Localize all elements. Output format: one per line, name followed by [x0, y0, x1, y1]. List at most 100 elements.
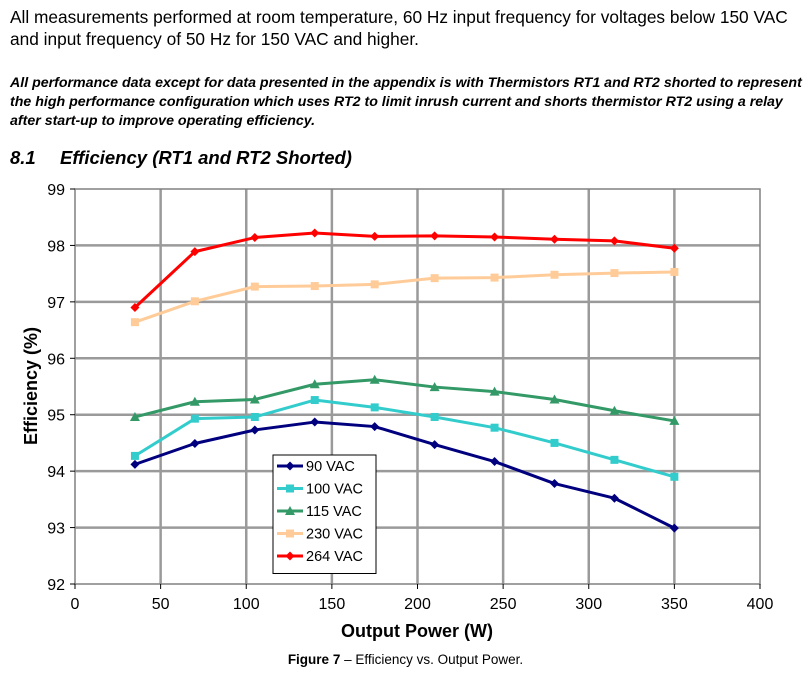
- data-point-90-vac: [370, 422, 380, 432]
- data-point-264-vac: [430, 231, 440, 241]
- legend-label: 115 VAC: [306, 504, 362, 520]
- y-tick-label: 96: [47, 351, 65, 368]
- series-group: [129, 228, 680, 533]
- y-tick-label: 97: [47, 295, 65, 312]
- data-point-90-vac: [430, 440, 440, 450]
- data-point-264-vac: [250, 233, 260, 243]
- data-point-90-vac: [130, 459, 140, 469]
- data-point-90-vac: [490, 457, 500, 467]
- data-point-115-vac: [309, 379, 320, 389]
- legend-entry-115-vac: 115 VAC: [277, 504, 362, 520]
- series-line-230-vac: [134, 270, 675, 324]
- legend-marker: [285, 461, 295, 471]
- data-point-230-vac: [310, 282, 319, 291]
- data-point-230-vac: [370, 280, 379, 289]
- tick-labels: 92 93 94 95 96 97 98 99 0 50 100 150 200 250 300 350 400: [47, 182, 773, 613]
- data-point-115-vac: [609, 405, 620, 415]
- data-point-230-vac: [190, 297, 199, 306]
- data-point-90-vac: [190, 438, 200, 448]
- data-point-230-vac: [430, 274, 439, 283]
- x-axis-label: Output Power (W): [341, 621, 493, 641]
- data-point-100-vac: [310, 396, 319, 405]
- legend-label: 230 VAC: [306, 527, 363, 543]
- series-90-vac: [130, 417, 679, 533]
- caption-text: – Efficiency vs. Output Power.: [340, 652, 524, 667]
- legend-label: 90 VAC: [306, 459, 355, 475]
- data-point-264-vac: [190, 247, 200, 257]
- data-point-100-vac: [190, 414, 199, 423]
- data-point-90-vac: [609, 493, 619, 503]
- legend-entry-230-vac: 230 VAC: [277, 527, 363, 543]
- legend-marker: [286, 484, 294, 493]
- data-point-115-vac: [549, 394, 560, 404]
- legend-marker: [285, 551, 295, 561]
- data-point-264-vac: [370, 231, 380, 241]
- data-point-90-vac: [310, 417, 320, 427]
- data-point-115-vac: [669, 415, 680, 425]
- data-point-100-vac: [370, 403, 379, 412]
- data-point-115-vac: [189, 396, 200, 406]
- data-point-100-vac: [490, 423, 499, 432]
- caption-label: Figure 7: [287, 652, 341, 667]
- section-number: 8.1: [10, 147, 36, 168]
- data-point-100-vac: [550, 438, 559, 447]
- data-point-100-vac: [250, 412, 259, 421]
- legend-label: 100 VAC: [306, 482, 363, 498]
- legend: 90 VAC 100 VAC 115 VAC 230 VAC 264 VAC: [272, 454, 377, 574]
- y-axis-label: Efficiency (%): [21, 327, 41, 445]
- series-264-vac: [130, 228, 679, 312]
- series-line-100-vac: [134, 398, 675, 479]
- legend-entry-100-vac: 100 VAC: [277, 482, 363, 498]
- y-tick-label: 94: [47, 464, 65, 481]
- y-tick-label: 98: [47, 238, 65, 255]
- legend-entry-264-vac: 264 VAC: [277, 549, 363, 565]
- data-point-264-vac: [490, 232, 500, 242]
- section-title: Efficiency (RT1 and RT2 Shorted): [60, 147, 352, 168]
- data-point-264-vac: [609, 236, 619, 246]
- data-point-100-vac: [130, 451, 139, 460]
- data-point-115-vac: [429, 382, 440, 392]
- figure-caption: Figure 7 – Efficiency vs. Output Power.: [0, 652, 811, 667]
- data-point-264-vac: [550, 234, 559, 244]
- y-tick-label: 95: [47, 408, 65, 425]
- legend-label: 264 VAC: [306, 549, 363, 565]
- x-tick-label: 300: [575, 596, 602, 613]
- section-heading: 8.1 Efficiency (RT1 and RT2 Shorted): [10, 147, 352, 169]
- y-tick-label: 93: [47, 521, 65, 538]
- data-point-115-vac: [249, 394, 260, 404]
- data-point-264-vac: [669, 243, 679, 253]
- legend-entry-90-vac: 90 VAC: [277, 459, 355, 475]
- data-point-90-vac: [250, 425, 260, 435]
- data-point-230-vac: [550, 270, 559, 279]
- series-115-vac: [129, 374, 680, 425]
- data-point-230-vac: [250, 282, 259, 291]
- x-tick-label: 350: [661, 596, 688, 613]
- legend-marker: [285, 506, 295, 515]
- data-point-90-vac: [550, 479, 559, 489]
- data-point-230-vac: [670, 267, 679, 276]
- data-point-115-vac: [129, 411, 140, 421]
- x-tick-label: 400: [747, 596, 774, 613]
- y-tick-label: 99: [47, 182, 65, 199]
- data-point-100-vac: [670, 472, 679, 481]
- data-point-100-vac: [610, 455, 619, 464]
- legend-marker: [286, 529, 294, 538]
- series-line-115-vac: [134, 378, 675, 423]
- efficiency-chart: 92 93 94 95 96 97 98 99 0 50 100 150 200 250 300 350 400…: [21, 182, 773, 641]
- data-point-90-vac: [669, 523, 679, 533]
- data-point-230-vac: [610, 269, 619, 278]
- x-tick-label: 250: [490, 596, 517, 613]
- x-tick-label: 50: [152, 596, 170, 613]
- data-point-264-vac: [130, 303, 140, 312]
- data-point-100-vac: [430, 412, 439, 421]
- x-tick-label: 100: [233, 596, 260, 613]
- data-point-230-vac: [490, 273, 499, 282]
- x-tick-label: 0: [71, 596, 80, 613]
- x-tick-label: 150: [319, 596, 346, 613]
- data-point-115-vac: [369, 374, 380, 384]
- data-point-264-vac: [310, 228, 320, 238]
- data-point-230-vac: [130, 318, 139, 327]
- y-tick-label: 92: [47, 577, 65, 594]
- series-230-vac: [130, 267, 679, 327]
- series-line-264-vac: [133, 231, 675, 309]
